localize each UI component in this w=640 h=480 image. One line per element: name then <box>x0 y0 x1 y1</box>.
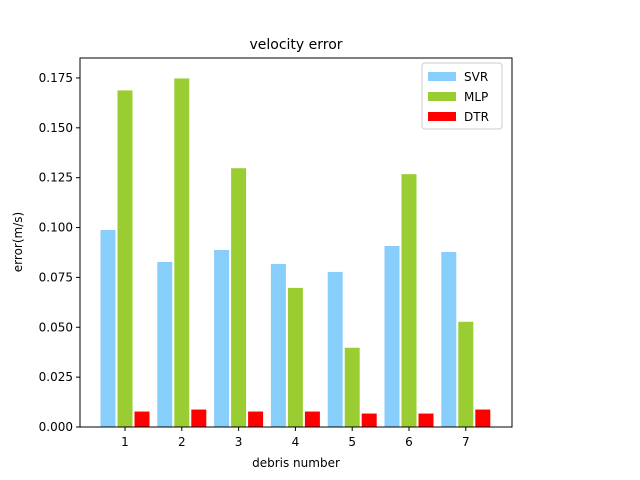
y-tick-label-3: 0.075 <box>39 270 73 284</box>
bar-svr-6 <box>383 244 401 428</box>
legend-swatch-svr <box>428 72 456 81</box>
bar-svr-7 <box>440 250 458 428</box>
bar-mlp-6 <box>400 173 418 428</box>
x-axis-label: debris number <box>252 456 340 470</box>
y-tick-label-5: 0.125 <box>39 171 73 185</box>
y-axis: 0.000 0.025 0.050 0.075 0.100 0.125 0.150 0.175 <box>39 71 80 434</box>
bar-svr-2 <box>156 260 174 428</box>
x-tick-label-7: 7 <box>462 435 470 449</box>
bar-dtr-6 <box>417 412 435 428</box>
x-axis: 1 2 3 4 5 6 7 <box>121 427 470 449</box>
bar-dtr-7 <box>474 408 492 428</box>
y-axis-label: error(m/s) <box>11 212 25 272</box>
x-tick-label-4: 4 <box>292 435 300 449</box>
y-tick-label-0: 0.000 <box>39 420 73 434</box>
bar-mlp-5 <box>343 346 361 428</box>
y-tick-label-7: 0.175 <box>39 71 73 85</box>
bar-svr-5 <box>326 270 344 428</box>
chart-title: velocity error <box>249 37 342 53</box>
bar-dtr-1 <box>133 410 151 428</box>
legend-swatch-mlp <box>428 92 456 101</box>
bar-dtr-2 <box>190 408 208 428</box>
bar-mlp-2 <box>173 77 191 428</box>
y-tick-label-1: 0.025 <box>39 370 73 384</box>
x-tick-label-2: 2 <box>178 435 186 449</box>
bar-dtr-4 <box>303 410 321 428</box>
x-tick-label-6: 6 <box>405 435 413 449</box>
legend-swatch-dtr <box>428 112 456 121</box>
bar-svr-1 <box>99 229 117 428</box>
bar-mlp-4 <box>286 286 304 428</box>
legend-label-mlp: MLP <box>464 90 488 104</box>
bar-svr-4 <box>269 262 287 428</box>
bars-group <box>99 77 492 428</box>
bar-dtr-5 <box>360 412 378 428</box>
bar-mlp-1 <box>116 89 134 428</box>
x-tick-label-3: 3 <box>235 435 243 449</box>
bar-mlp-7 <box>457 320 475 428</box>
y-tick-label-4: 0.100 <box>39 221 73 235</box>
x-tick-label-5: 5 <box>348 435 356 449</box>
legend: SVR MLP DTR <box>421 62 503 130</box>
legend-label-dtr: DTR <box>464 110 489 124</box>
y-tick-label-6: 0.150 <box>39 121 73 135</box>
x-tick-label-1: 1 <box>121 435 129 449</box>
y-tick-label-2: 0.050 <box>39 320 73 334</box>
legend-label-svr: SVR <box>464 70 488 84</box>
bar-svr-3 <box>213 248 231 428</box>
bar-mlp-3 <box>230 167 248 428</box>
plot-frame <box>79 57 513 428</box>
bar-dtr-3 <box>247 410 265 428</box>
